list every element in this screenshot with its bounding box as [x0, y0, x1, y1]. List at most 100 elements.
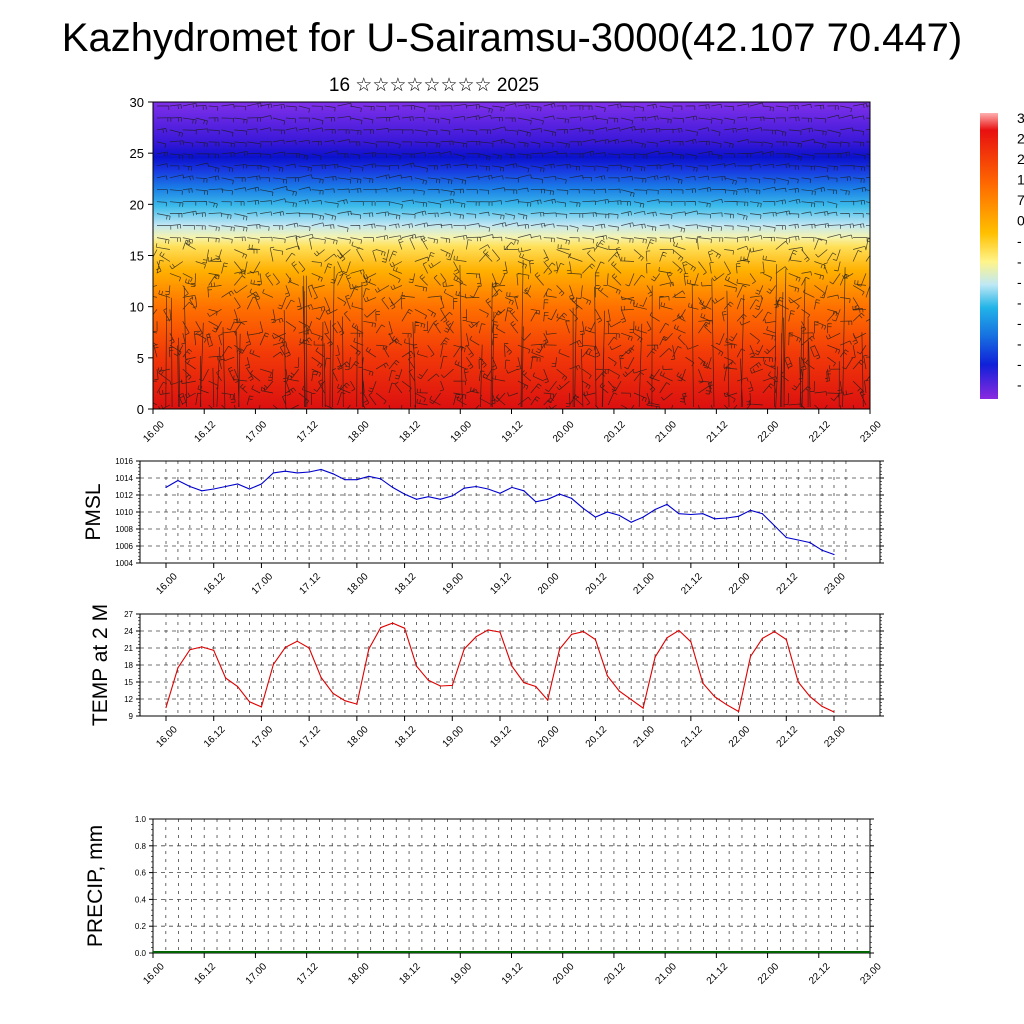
- y-tick-label: 1012: [115, 491, 133, 500]
- heatmap-x-tick-label: 18.00: [346, 419, 372, 445]
- data-point: [773, 525, 775, 527]
- data-point: [403, 627, 406, 629]
- data-point: [332, 473, 334, 475]
- x-tick-label: 22.00: [756, 961, 782, 987]
- y-tick-label: 12: [124, 695, 133, 704]
- heatmap-y-axis: 0 5 10 15 20 25 30: [130, 95, 153, 417]
- heatmap-x-tick-label: 17.12: [295, 419, 321, 445]
- data-point: [272, 663, 274, 666]
- data-point: [368, 648, 370, 650]
- data-point: [594, 516, 597, 518]
- data-point: [463, 648, 465, 650]
- x-tick-label: 22.12: [775, 571, 801, 597]
- x-tick-label: 16.12: [202, 724, 228, 750]
- x-tick-label: 21.12: [679, 724, 705, 750]
- data-point: [570, 633, 573, 636]
- data-point: [666, 637, 668, 639]
- data-point: [296, 640, 298, 642]
- x-tick-label: 20.12: [584, 724, 610, 750]
- page-title: Kazhydromet for U-Sairamsu-3000(42.107 7…: [61, 16, 963, 60]
- data-point: [702, 513, 704, 515]
- colorbar-label: -: [1017, 315, 1022, 331]
- heatmap-x-tick-label: 21.00: [653, 419, 679, 445]
- y-tick-label: 21: [124, 644, 133, 653]
- colorbar-label: 3: [1017, 110, 1024, 126]
- data-point: [511, 665, 513, 667]
- y-tick-label: 0.0: [135, 949, 147, 958]
- heatmap-x-tick-label: 22.12: [807, 419, 833, 445]
- x-tick-label: 18.00: [346, 961, 372, 987]
- data-point: [761, 513, 764, 515]
- x-tick-label: 19.12: [500, 961, 526, 987]
- data-point: [547, 498, 549, 500]
- heatmap-field: [153, 102, 870, 409]
- data-point: [272, 472, 274, 474]
- y-tick-label: 1.0: [135, 815, 147, 824]
- x-tick-label: 20.12: [602, 961, 628, 987]
- data-point: [296, 472, 298, 474]
- precipitation-panel: 0.0 0.2 0.4 0.6 0.8 1.0 16.00 16.12 17.00 17.12 18…: [84, 815, 884, 987]
- data-point: [284, 646, 286, 649]
- colorbar-label: 0: [1017, 213, 1024, 229]
- data-point: [737, 710, 740, 713]
- data-point: [356, 703, 358, 705]
- data-point: [785, 536, 787, 539]
- x-tick-label: 17.00: [250, 571, 276, 597]
- heatmap-x-tick-label: 20.12: [602, 419, 628, 445]
- data-point: [499, 492, 501, 494]
- heatmap-x-axis: 16.00 16.12 17.00 17.12 18.00 18.12 19.00 19.12…: [141, 409, 884, 445]
- data-point: [427, 679, 430, 681]
- data-point: [344, 479, 346, 481]
- x-tick-label: 21.00: [653, 961, 679, 987]
- data-point: [821, 705, 823, 707]
- x-tick-label: 19.00: [441, 571, 467, 597]
- data-point: [165, 486, 167, 488]
- y-axis-label: TEMP at 2 M: [89, 604, 112, 726]
- data-point: [809, 542, 811, 544]
- data-point: [392, 486, 394, 488]
- data-point: [714, 696, 716, 698]
- data-point: [344, 700, 346, 702]
- data-point: [308, 647, 310, 649]
- x-tick-label: 20.00: [536, 571, 562, 597]
- data-point: [415, 498, 418, 500]
- data-point: [320, 468, 322, 471]
- data-point: [415, 665, 418, 667]
- x-tick-label: 22.12: [807, 961, 833, 987]
- y-tick-label: 1014: [115, 474, 133, 483]
- colorbar-label: -: [1017, 274, 1022, 290]
- data-point: [236, 483, 239, 485]
- y-tick-label: 18: [124, 661, 133, 670]
- data-point: [690, 641, 692, 643]
- data-point: [177, 667, 179, 669]
- x-tick-label: 17.12: [295, 961, 321, 987]
- data-point: [451, 495, 453, 497]
- data-point: [165, 706, 167, 709]
- data-point: [320, 676, 322, 679]
- x-tick-label: 22.12: [775, 724, 801, 750]
- y-tick-label: 15: [124, 678, 133, 687]
- x-tick-label: 18.12: [393, 571, 419, 597]
- data-point: [177, 479, 179, 482]
- data-point: [773, 630, 775, 633]
- data-point: [666, 503, 668, 505]
- y-tick-label: 0.4: [135, 895, 147, 904]
- x-tick-label: 17.12: [297, 724, 323, 750]
- data-point: [582, 630, 585, 633]
- wind-barb-field: [153, 102, 870, 409]
- data-point: [248, 701, 251, 703]
- data-point: [606, 511, 608, 513]
- data-point: [726, 517, 728, 519]
- x-tick-label: 20.00: [536, 724, 562, 750]
- heatmap-x-tick-label: 19.00: [449, 419, 475, 445]
- data-point: [260, 483, 263, 485]
- x-tick-label: 21.12: [679, 571, 705, 597]
- data-point: [189, 649, 191, 651]
- x-tick-label: 22.00: [727, 571, 753, 597]
- data-point: [225, 485, 227, 488]
- colorbar-label: -: [1017, 356, 1022, 372]
- data-point: [475, 485, 477, 488]
- data-point: [511, 486, 513, 488]
- heatmap-y-tick-label: 20: [130, 197, 144, 212]
